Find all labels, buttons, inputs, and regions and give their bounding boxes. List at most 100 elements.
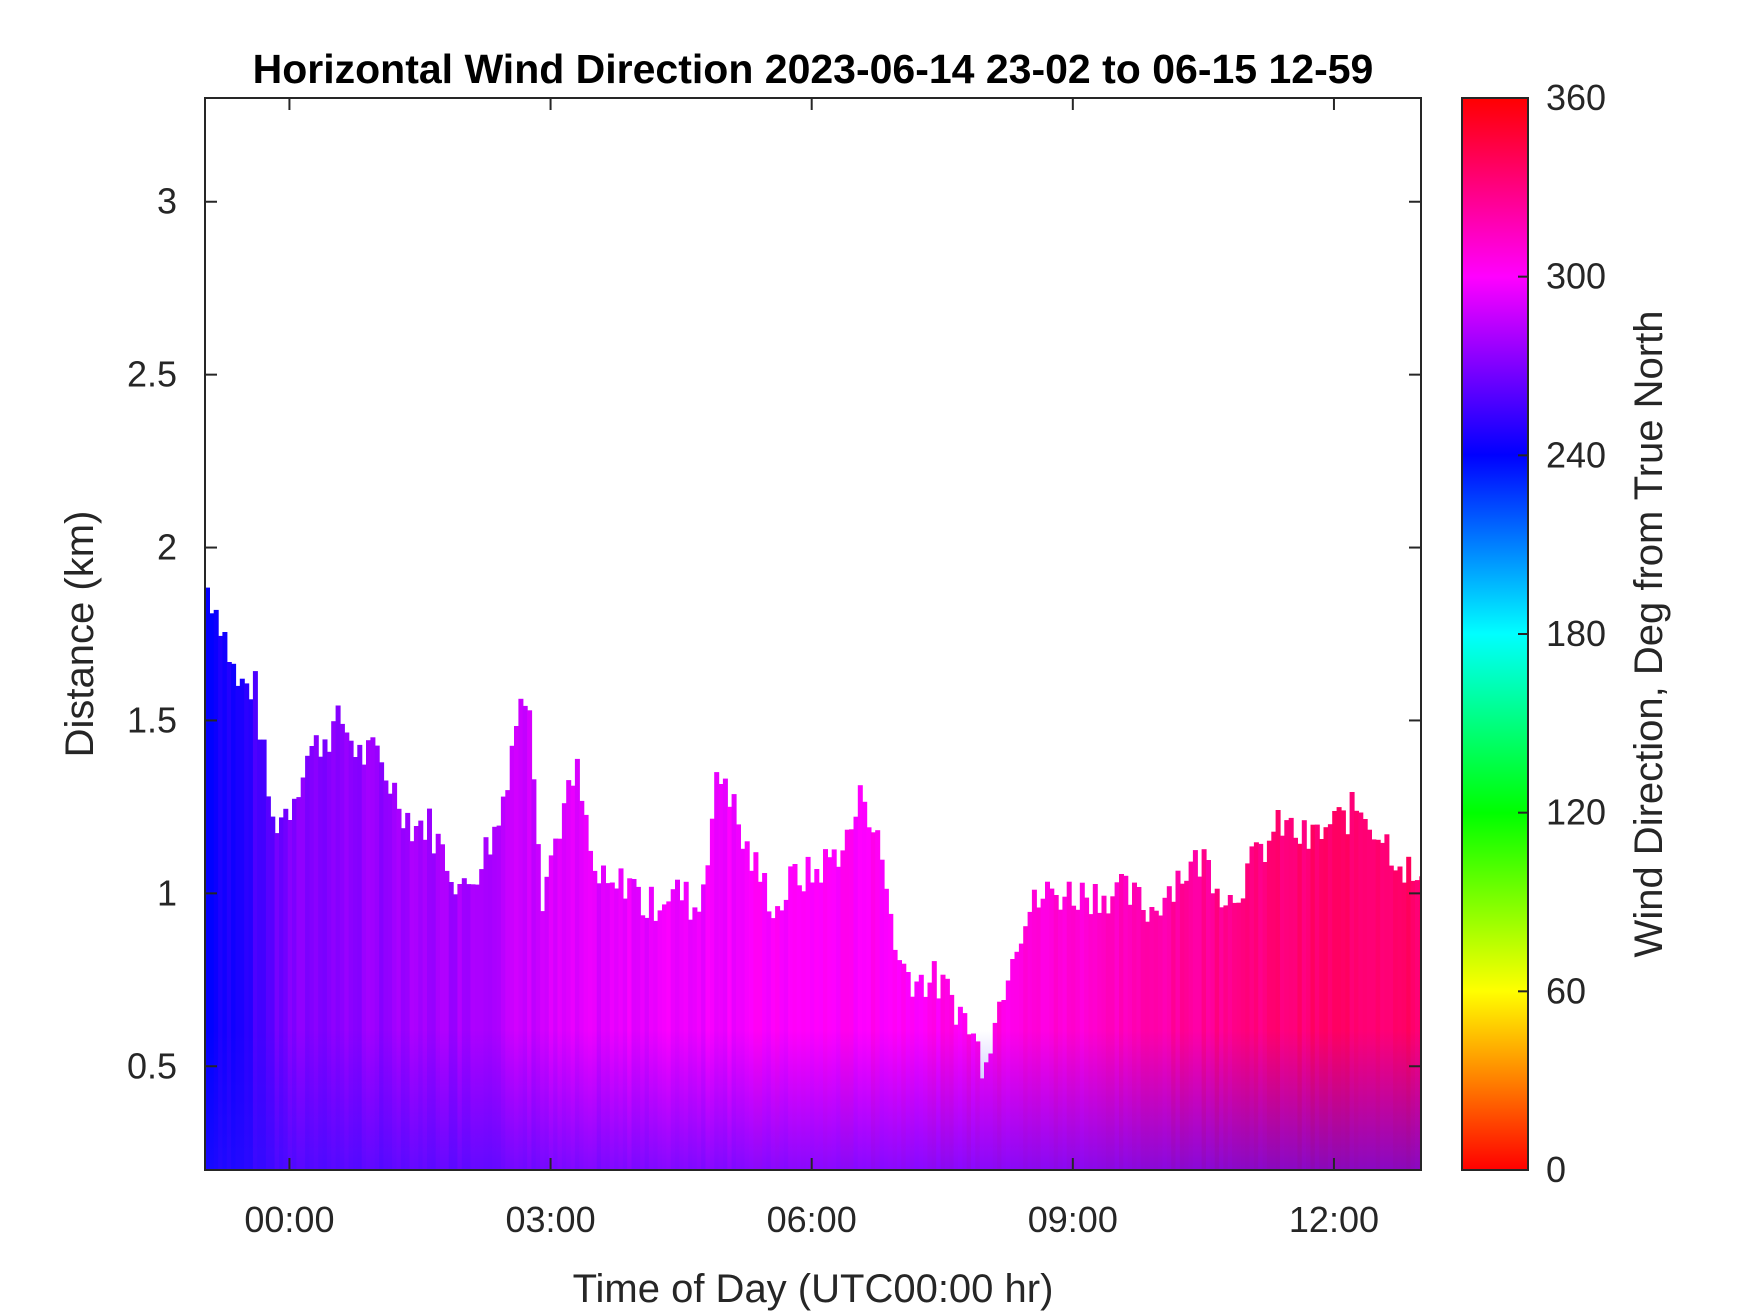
- heatmap-column-213: [1132, 882, 1137, 1170]
- heatmap-column-64: [483, 837, 489, 1170]
- heatmap-column-144: [831, 849, 837, 1170]
- heatmap-column-43: [392, 782, 398, 1170]
- heatmap-column-134: [788, 866, 794, 1170]
- heatmap-column-10: [248, 699, 254, 1170]
- heatmap-column-99: [635, 886, 641, 1170]
- heatmap-column-23: [305, 755, 311, 1170]
- heatmap-column-249: [1288, 817, 1294, 1170]
- heatmap-column-278: [1414, 880, 1420, 1170]
- heatmap-column-138: [805, 856, 811, 1170]
- heatmap-column-263: [1349, 792, 1355, 1170]
- heatmap-column-25: [313, 735, 319, 1170]
- heatmap-column-135: [792, 864, 798, 1170]
- heatmap-column-209: [1114, 882, 1120, 1170]
- heatmap-column-84: [570, 785, 576, 1170]
- heatmap-column-95: [618, 868, 624, 1170]
- heatmap-column-247: [1280, 835, 1285, 1170]
- heatmap-column-266: [1362, 819, 1368, 1170]
- heatmap-column-85: [574, 758, 580, 1170]
- heatmap-column-76: [535, 844, 541, 1170]
- heatmap-column-22: [300, 777, 306, 1170]
- heatmap-column-7: [235, 685, 241, 1170]
- heatmap-column-258: [1327, 824, 1333, 1170]
- heatmap-column-94: [614, 888, 620, 1170]
- heatmap-column-45: [400, 828, 406, 1170]
- heatmap-column-14: [265, 796, 271, 1170]
- heatmap-column-210: [1119, 874, 1124, 1170]
- y-tick-label: 1.5: [127, 699, 177, 740]
- heatmap-column-116: [709, 818, 715, 1170]
- heatmap-column-245: [1271, 831, 1277, 1170]
- heatmap-column-243: [1262, 862, 1268, 1170]
- heatmap-column-88: [588, 850, 593, 1170]
- heatmap-column-92: [605, 883, 611, 1170]
- heatmap-column-52: [431, 853, 437, 1170]
- heatmap-column-30: [335, 705, 341, 1170]
- colorbar-tick-label: 360: [1546, 77, 1606, 118]
- heatmap-column-73: [522, 705, 528, 1170]
- heatmap-column-0: [205, 587, 210, 1170]
- heatmap-column-241: [1253, 842, 1259, 1170]
- heatmap-column-11: [252, 671, 258, 1170]
- heatmap-column-80: [553, 838, 559, 1170]
- heatmap-column-201: [1079, 882, 1085, 1170]
- heatmap-column-250: [1293, 837, 1298, 1170]
- heatmap-column-68: [500, 796, 506, 1170]
- heatmap-column-194: [1049, 888, 1055, 1170]
- heatmap-column-51: [427, 808, 432, 1170]
- heatmap-column-271: [1384, 834, 1390, 1170]
- heatmap-column-93: [609, 882, 615, 1170]
- heatmap-column-252: [1301, 820, 1307, 1170]
- heatmap-column-140: [814, 869, 820, 1170]
- heatmap-column-87: [583, 814, 589, 1170]
- heatmap-column-37: [366, 740, 371, 1170]
- heatmap-column-50: [422, 839, 428, 1170]
- heatmap-column-6: [231, 663, 237, 1170]
- colorbar-label: Wind Direction, Deg from True North: [1627, 311, 1671, 958]
- heatmap-column-146: [840, 850, 846, 1170]
- heatmap-column-79: [548, 855, 554, 1170]
- heatmap-column-255: [1314, 824, 1320, 1170]
- heatmap-column-120: [727, 806, 733, 1170]
- heatmap-column-39: [374, 745, 380, 1170]
- heatmap-column-230: [1206, 860, 1211, 1170]
- heatmap-column-223: [1175, 870, 1181, 1170]
- x-tick-label: 00:00: [244, 1199, 334, 1240]
- heatmap-column-53: [435, 833, 441, 1170]
- heatmap-column-151: [862, 801, 868, 1170]
- colorbar: [1461, 97, 1529, 1171]
- heatmap-column-12: [257, 739, 263, 1170]
- y-tick-label: 2.5: [127, 354, 177, 395]
- heatmap-column-36: [361, 764, 367, 1170]
- heatmap-column-142: [823, 849, 828, 1170]
- heatmap-column-122: [736, 824, 741, 1170]
- heatmap-column-198: [1066, 881, 1072, 1170]
- heatmap-column-8: [239, 678, 245, 1170]
- y-tick-label: 2: [157, 527, 177, 568]
- heatmap-column-136: [796, 885, 802, 1170]
- heatmap-column-228: [1197, 876, 1203, 1170]
- heatmap-column-254: [1310, 824, 1316, 1170]
- heatmap-column-244: [1266, 840, 1272, 1170]
- heatmap-column-148: [849, 829, 855, 1170]
- colorbar-tick-label: 180: [1546, 613, 1606, 654]
- heatmap-column-15: [270, 816, 276, 1170]
- heatmap-column-28: [326, 751, 332, 1170]
- heatmap-column-211: [1123, 875, 1129, 1170]
- heatmap-column-268: [1371, 839, 1377, 1170]
- heatmap-column-24: [309, 746, 315, 1170]
- y-tick-label: 1: [157, 872, 177, 913]
- heatmap-column-143: [827, 857, 833, 1170]
- heatmap-column-110: [683, 881, 689, 1170]
- heatmap-column-69: [505, 790, 511, 1170]
- heatmap-column-33: [348, 740, 354, 1170]
- heatmap-column-260: [1336, 807, 1342, 1170]
- heatmap-column-117: [714, 772, 720, 1170]
- heatmap-column-65: [487, 854, 493, 1170]
- heatmap-column-19: [287, 820, 293, 1170]
- colorbar-tick-label: 240: [1546, 434, 1606, 475]
- heatmap-column-63: [479, 869, 485, 1170]
- heatmap-column-90: [596, 883, 602, 1170]
- heatmap-column-21: [296, 797, 302, 1170]
- heatmap-column-126: [753, 852, 759, 1170]
